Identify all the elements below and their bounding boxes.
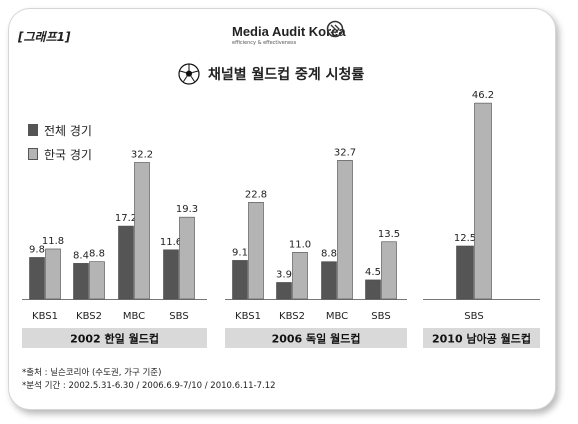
data-label: 9.1 <box>232 247 248 258</box>
data-label: 13.5 <box>378 229 400 240</box>
bar-korea <box>292 252 308 300</box>
group-title-box <box>423 328 540 348</box>
bar-total <box>163 249 179 300</box>
bar-korea <box>179 216 195 300</box>
bar-korea <box>337 160 353 300</box>
bar-korea <box>474 102 492 300</box>
soccer-ball-icon <box>178 63 200 85</box>
bar-korea <box>45 248 61 300</box>
bar-total <box>365 279 381 300</box>
period-note: *분석 기간 : 2002.5.31-6.30 / 2006.6.9-7/10 … <box>22 381 276 391</box>
data-label: 46.2 <box>472 90 494 101</box>
tick-label: KBS1 <box>235 311 261 322</box>
bar-total <box>29 257 45 300</box>
tick-label: SBS <box>464 311 483 322</box>
legend-label-total: 전체 경기 <box>44 123 92 138</box>
data-label: 32.7 <box>334 147 356 158</box>
data-label: 3.9 <box>276 269 292 280</box>
chart-title: 채널별 월드컵 중계 시청률 <box>208 67 365 83</box>
legend-label-korea: 한국 경기 <box>44 147 92 162</box>
bar-total <box>232 260 248 300</box>
bar-total <box>73 263 89 300</box>
data-label: 8.8 <box>89 249 105 260</box>
bar-korea <box>89 261 105 300</box>
footnote: *출처 : 닐슨코리아 (수도권, 가구 기준) *분석 기간 : 2002.5… <box>22 367 276 393</box>
bar-total <box>276 282 292 300</box>
logo-text: Media Audit Korea <box>232 24 346 39</box>
group-title-box <box>225 328 407 348</box>
legend-swatch-korea <box>28 148 38 160</box>
tick-label: MBC <box>123 311 145 322</box>
tick-label: KBS2 <box>279 311 305 322</box>
data-label: 12.5 <box>454 233 476 244</box>
logo-tagline: efficiency & effectiveness <box>232 40 297 46</box>
data-label: 19.3 <box>176 204 198 215</box>
chart-title-row: 채널별 월드컵 중계 시청률 <box>178 62 364 86</box>
legend-item-korea: 한국 경기 <box>28 142 92 166</box>
figure-tag: [그래프1] <box>18 30 71 44</box>
group-title: 2010 남아공 월드컵 <box>432 332 531 346</box>
source-note: *출처 : 닐슨코리아 (수도권, 가구 기준) <box>22 368 162 378</box>
legend: 전체 경기 한국 경기 <box>28 118 92 166</box>
tick-label: KBS1 <box>32 311 58 322</box>
data-label: 11.8 <box>42 236 64 247</box>
tick-label: MBC <box>326 311 348 322</box>
logo-mark-icon <box>326 20 344 38</box>
data-label: 22.8 <box>245 189 267 200</box>
bar-korea <box>134 162 150 300</box>
group-title: 2002 한일 월드컵 <box>70 332 159 346</box>
tick-label: KBS2 <box>76 311 102 322</box>
data-label: 8.8 <box>321 249 337 260</box>
data-label: 8.4 <box>73 250 89 261</box>
group-title-box <box>22 328 207 348</box>
logo: Media Audit Korea efficiency & effective… <box>232 20 352 48</box>
data-label: 32.2 <box>131 149 153 160</box>
data-label: 17.2 <box>115 213 137 224</box>
legend-swatch-total <box>28 124 38 136</box>
data-label: 4.5 <box>365 267 381 278</box>
bar-korea <box>248 202 264 300</box>
bar-total <box>118 225 134 300</box>
tick-label: SBS <box>169 311 188 322</box>
bar-total <box>321 261 337 300</box>
bar-total <box>456 245 474 300</box>
data-label: 11.6 <box>160 237 182 248</box>
data-label: 11.0 <box>289 239 311 250</box>
data-label: 9.8 <box>29 244 45 255</box>
legend-item-total: 전체 경기 <box>28 118 92 142</box>
tick-label: SBS <box>371 311 390 322</box>
bar-korea <box>381 241 397 300</box>
group-title: 2006 독일 월드컵 <box>272 332 361 346</box>
